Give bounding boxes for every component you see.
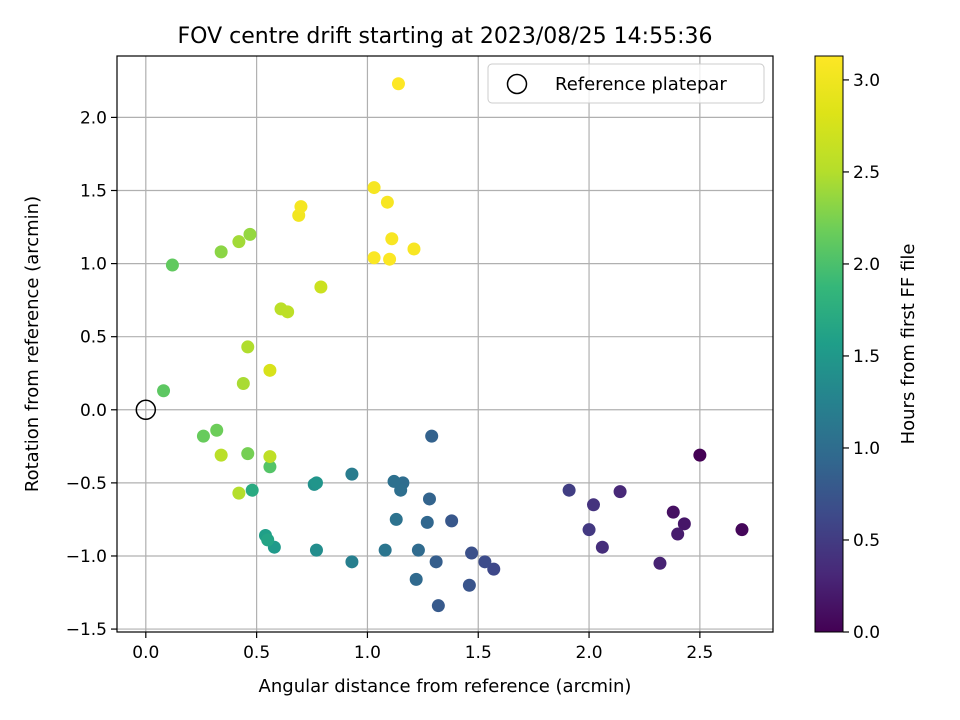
data-point [409, 572, 423, 586]
data-point [595, 540, 609, 554]
x-tick-label: 2.0 [576, 643, 603, 663]
legend: Reference platepar [487, 63, 765, 104]
data-point [562, 483, 576, 497]
data-point [389, 512, 403, 526]
data-point [693, 448, 707, 462]
data-point [653, 556, 667, 570]
x-tick-label: 2.5 [686, 643, 713, 663]
data-point [314, 280, 328, 294]
y-tick-label: −0.5 [66, 474, 107, 494]
data-point [196, 429, 210, 443]
data-point [582, 523, 596, 537]
data-point [241, 447, 255, 461]
y-axis: −1.5 −1.0 −0.5 0.0 0.5 1.0 1.5 2.0 [66, 108, 117, 640]
data-point [671, 527, 685, 541]
y-tick-label: 0.5 [80, 328, 107, 348]
y-tick-label: 2.0 [80, 108, 107, 128]
data-point [236, 376, 250, 390]
data-point [383, 252, 397, 266]
data-point [214, 245, 228, 259]
data-point [431, 599, 445, 613]
colorbar-tick-label: 0.0 [853, 623, 880, 643]
data-point [429, 555, 443, 569]
data-point [411, 543, 425, 557]
grid [117, 56, 773, 632]
data-point [378, 543, 392, 557]
data-point [586, 498, 600, 512]
data-point [157, 384, 171, 398]
x-axis: 0.0 0.5 1.0 1.5 2.0 2.5 [132, 632, 713, 663]
colorbar-tick-label: 3.0 [853, 71, 880, 91]
colorbar-gradient [814, 55, 844, 633]
colorbar-tick-label: 1.5 [853, 347, 880, 367]
data-point [367, 181, 381, 195]
data-point [214, 448, 228, 462]
reference-point [135, 399, 157, 421]
data-point [735, 523, 749, 537]
data-point [380, 195, 394, 209]
data-point [232, 486, 246, 500]
colorbar-tick-label: 2.0 [853, 255, 880, 275]
data-point [420, 515, 434, 529]
x-tick-label: 0.5 [243, 643, 270, 663]
data-point [677, 517, 691, 531]
data-point [263, 460, 277, 474]
data-point [245, 483, 259, 497]
x-tick-label: 1.5 [465, 643, 492, 663]
data-point [345, 555, 359, 569]
colorbar-tick-label: 1.0 [853, 439, 880, 459]
data-point [422, 492, 436, 506]
y-tick-label: 1.0 [80, 255, 107, 275]
legend-label: Reference platepar [555, 74, 727, 95]
data-point [263, 450, 277, 464]
plot-frame [116, 55, 774, 633]
data-point [387, 474, 401, 488]
data-point [294, 200, 308, 214]
data-point [263, 363, 277, 377]
data-point [309, 543, 323, 557]
colorbar: 0.0 0.5 1.0 1.5 2.0 2.5 3.0 Hours from first F… [814, 55, 919, 643]
data-points [157, 77, 749, 613]
y-axis-label: Rotation from reference (arcmin) [22, 196, 43, 492]
x-tick-label: 1.0 [354, 643, 381, 663]
data-point [462, 578, 476, 592]
data-point [309, 476, 323, 490]
data-point [425, 429, 439, 443]
data-point [243, 227, 257, 241]
colorbar-tick-label: 0.5 [853, 531, 880, 551]
data-point [478, 555, 492, 569]
y-tick-label: −1.0 [66, 547, 107, 567]
data-point [241, 340, 255, 354]
x-axis-label: Angular distance from reference (arcmin) [259, 676, 632, 697]
data-point [487, 562, 501, 576]
y-tick-label: 1.5 [80, 181, 107, 201]
data-point [210, 423, 224, 437]
y-tick-label: 0.0 [80, 401, 107, 421]
colorbar-ticks: 0.0 0.5 1.0 1.5 2.0 2.5 3.0 [843, 71, 880, 643]
data-point [407, 242, 421, 256]
data-point [281, 305, 295, 319]
y-tick-label: −1.5 [66, 620, 107, 640]
data-point [345, 467, 359, 481]
legend-reference-marker-icon [506, 73, 528, 95]
legend-box [487, 63, 765, 104]
data-point [465, 546, 479, 560]
data-point [165, 258, 179, 272]
chart-title: FOV centre drift starting at 2023/08/25 … [178, 24, 713, 49]
colorbar-tick-label: 2.5 [853, 163, 880, 183]
data-point [391, 77, 405, 91]
colorbar-label: Hours from first FF file [898, 244, 919, 445]
data-point [232, 235, 246, 249]
data-point [385, 232, 399, 246]
x-tick-label: 0.0 [132, 643, 159, 663]
data-point [613, 485, 627, 499]
data-point [367, 251, 381, 265]
data-point [261, 533, 275, 547]
data-point [445, 514, 459, 528]
reference-marker [135, 399, 157, 421]
data-point [666, 505, 680, 519]
